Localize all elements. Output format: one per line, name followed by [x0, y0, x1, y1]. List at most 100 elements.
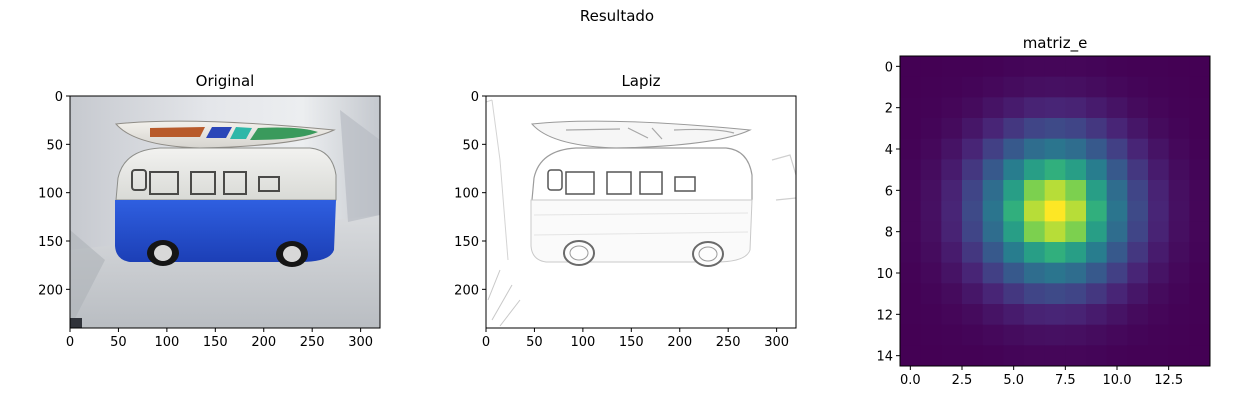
heatmap-cell	[1003, 180, 1025, 202]
lapiz-ytick-label: 200	[454, 283, 479, 298]
lapiz-xtick-label: 50	[526, 335, 543, 350]
heatmap-cell	[1044, 76, 1066, 98]
heatmap-cell	[1106, 242, 1128, 264]
subplot-title-matriz-e: matriz_e	[1023, 34, 1088, 53]
heatmap-cell	[941, 304, 963, 326]
heatmap-cell	[1106, 200, 1128, 222]
heatmap-cell	[982, 221, 1004, 243]
heatmap-cell	[941, 221, 963, 243]
photo-van-window-5	[258, 176, 280, 192]
heatmap-cell	[1106, 56, 1128, 78]
heatmap-cell	[1024, 242, 1046, 264]
heatmap-cell	[1106, 304, 1128, 326]
heatmap-cell	[1003, 118, 1025, 140]
matriz-e-xtick-label: 10.0	[1103, 373, 1132, 388]
heatmap-cell	[1065, 221, 1087, 243]
heatmap-cell	[1044, 304, 1066, 326]
heatmap-cell	[1148, 345, 1170, 367]
heatmap-cell	[1168, 345, 1190, 367]
lapiz-xtick-label: 300	[764, 335, 789, 350]
heatmap-cell	[1024, 200, 1046, 222]
heatmap-cell	[900, 283, 922, 305]
heatmap-cell	[920, 97, 942, 119]
heatmap-cell	[1086, 56, 1108, 78]
heatmap-cell	[982, 138, 1004, 160]
heatmap-cell	[1024, 56, 1046, 78]
heatmap-cell	[1065, 242, 1087, 264]
heatmap-cell	[920, 242, 942, 264]
heatmap-cell	[1044, 221, 1066, 243]
heatmap-cell	[1024, 345, 1046, 367]
heatmap-cell	[920, 262, 942, 284]
heatmap-cell	[1168, 200, 1190, 222]
heatmap-cell	[962, 76, 984, 98]
heatmap-cell	[920, 76, 942, 98]
heatmap-cell	[1003, 97, 1025, 119]
axes-frame-original	[69, 95, 381, 329]
heatmap-cell	[1127, 304, 1149, 326]
heatmap-cell	[1086, 159, 1108, 181]
heatmap-cell	[1003, 345, 1025, 367]
heatmap-cell	[982, 304, 1004, 326]
heatmap-cell	[1106, 138, 1128, 160]
heatmap-cell	[941, 159, 963, 181]
heatmap-cell	[1044, 180, 1066, 202]
heatmap-cell	[962, 118, 984, 140]
heatmap-cell	[1168, 180, 1190, 202]
sketch-van-hub-front	[569, 245, 589, 261]
subplot-matriz-e: matriz_e 0.0 2.5 5.0 7.5 10.0 12.5 0 2 4 6 8 10 12 14	[876, 34, 1211, 388]
heatmap-cell	[962, 56, 984, 78]
heatmap-cell	[1168, 97, 1190, 119]
heatmap-cell	[962, 200, 984, 222]
photo-surfboard-stripe-orange	[150, 127, 205, 137]
heatmap-cell	[982, 159, 1004, 181]
heatmap-cell	[1003, 324, 1025, 346]
heatmap-cell	[1106, 76, 1128, 98]
sketch-van-hub-rear	[698, 246, 718, 262]
heatmap-cell	[982, 180, 1004, 202]
heatmap-cell	[1003, 262, 1025, 284]
heatmap-cell	[941, 283, 963, 305]
heatmap-cell	[1148, 262, 1170, 284]
heatmap-cell	[1065, 56, 1087, 78]
heatmap-cell	[1189, 159, 1211, 181]
heatmap-cell	[1148, 97, 1170, 119]
sketch-left-lines	[487, 269, 521, 327]
lapiz-ytick-label: 0	[471, 90, 479, 105]
lapiz-xtick-label: 250	[716, 335, 741, 350]
heatmap-cell	[962, 242, 984, 264]
original-ytick-label: 50	[46, 138, 63, 153]
heatmap-cell	[941, 324, 963, 346]
original-ytick-label: 200	[38, 283, 63, 298]
heatmap-cell	[962, 283, 984, 305]
heatmap-cell	[1106, 324, 1128, 346]
heatmap-cell	[982, 324, 1004, 346]
lapiz-xtick-label: 100	[570, 335, 595, 350]
heatmap-cell	[941, 242, 963, 264]
heatmap-cell	[1086, 118, 1108, 140]
heatmap-cell	[1086, 138, 1108, 160]
matriz-e-xtick-label: 0.0	[900, 373, 921, 388]
matriz-e-xtick-label: 5.0	[1003, 373, 1024, 388]
photo-van-hub-rear	[283, 246, 301, 262]
sketch-van-wheel-front	[563, 240, 595, 266]
heatmap-cell	[900, 304, 922, 326]
heatmap-cell	[1189, 76, 1211, 98]
heatmap-cell	[1168, 118, 1190, 140]
heatmap-cell	[1065, 159, 1087, 181]
lapiz-xtick-label: 0	[482, 335, 490, 350]
heatmap-cell	[1148, 118, 1170, 140]
heatmap-cell	[1148, 76, 1170, 98]
heatmap-cell	[1065, 200, 1087, 222]
heatmap-cell	[1189, 242, 1211, 264]
heatmap-cell	[1148, 200, 1170, 222]
heatmap-cell	[920, 304, 942, 326]
heatmap-cell	[1106, 221, 1128, 243]
heatmap-cell	[982, 283, 1004, 305]
matriz-e-xtick-label: 12.5	[1154, 373, 1183, 388]
subplot-title-original: Original	[196, 72, 255, 90]
heatmap-cell	[900, 200, 922, 222]
heatmap-cell	[962, 324, 984, 346]
heatmap-cell	[1127, 138, 1149, 160]
